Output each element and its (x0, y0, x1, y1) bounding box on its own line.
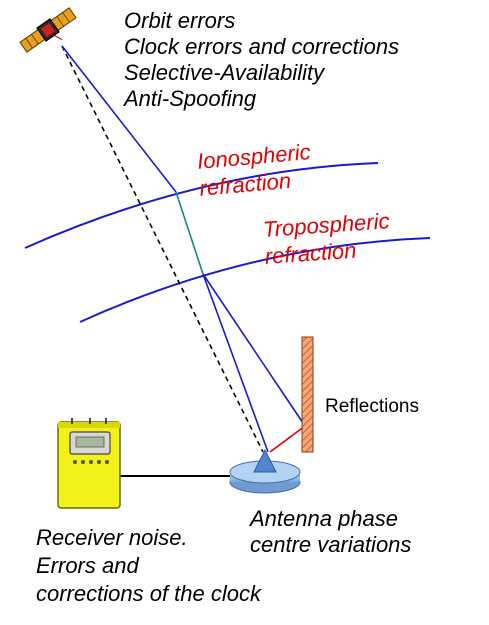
antenna-icon (229, 448, 301, 494)
refracted-signal-segment (175, 191, 204, 275)
satellite-errors-label: Orbit errors Clock errors and correction… (124, 8, 399, 112)
multipath-incident-ray (202, 273, 306, 427)
errors-and-text: Errors and (36, 553, 139, 578)
signal-path-lower (202, 273, 269, 453)
centre-variations-text: centre variations (250, 532, 412, 557)
reflections-label: Reflections (325, 396, 419, 417)
multipath-reflected-ray (269, 425, 306, 453)
clock-corrections-text: corrections of the clock (36, 581, 261, 606)
receiver-noise-text: Receiver noise. (36, 525, 188, 550)
antenna-phase-text: Antenna phase (250, 506, 399, 531)
satellite-icon (19, 7, 77, 53)
signal-path-upper (61, 45, 177, 193)
tropospheric-refraction-label: Tropospheric refraction (262, 207, 392, 270)
geometric-range-line (61, 45, 264, 453)
antenna-phase-label: Antenna phase centre variations (250, 506, 411, 558)
orbit-errors-text: Orbit errors (124, 8, 236, 33)
ionospheric-refraction-label: Ionospheric refraction (196, 138, 314, 202)
receiver-icon (57, 418, 121, 509)
ionosphere-layer-line (24, 162, 379, 249)
anti-spoofing-text: Anti-Spoofing (124, 86, 257, 111)
troposphere-layer-line (79, 237, 431, 323)
clock-errors-text: Clock errors and corrections (124, 34, 400, 59)
selective-availability-text: Selective-Availability (124, 60, 325, 85)
reflector-wall-icon (301, 336, 314, 453)
receiver-noise-label: Receiver noise. Errors and corrections o… (36, 524, 261, 608)
